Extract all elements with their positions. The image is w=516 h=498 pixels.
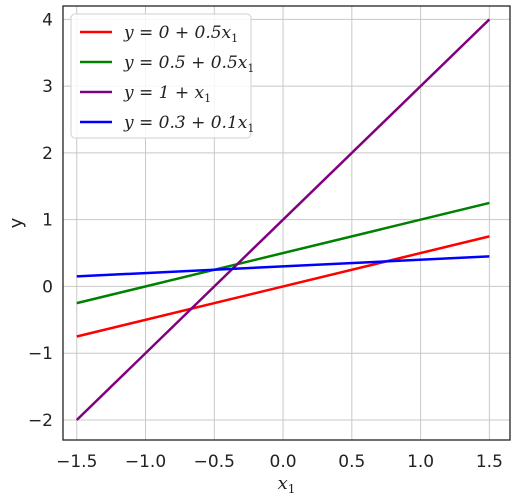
legend-box <box>70 13 252 139</box>
y-tick-label: −2 <box>28 411 53 431</box>
y-tick-label: 3 <box>42 77 53 97</box>
legend: y = 0 + 0.5x1 y = 0.5 + 0.5x1 y = 1 + x1 y … <box>70 13 254 139</box>
series-line-0 <box>76 235 490 338</box>
y-tick-label: 1 <box>42 211 53 231</box>
x-tick-label: −1.0 <box>125 452 166 472</box>
x-tick-label: −1.5 <box>56 452 97 472</box>
x-tick-label: −0.5 <box>194 452 235 472</box>
x-tick-label: 1.0 <box>407 452 434 472</box>
legend-label-0: y = 0 + 0.5x1 <box>123 23 238 45</box>
legend-label-3: y = 0.3 + 0.1x1 <box>123 113 254 135</box>
y-axis-label: y <box>6 217 27 228</box>
y-axis-ticks: −2 −1 0 1 2 3 4 <box>28 10 53 431</box>
y-tick-label: 4 <box>42 10 53 30</box>
y-tick-label: 0 <box>42 277 53 297</box>
series-lines <box>75 18 491 421</box>
legend-label-1: y = 0.5 + 0.5x1 <box>123 53 254 75</box>
y-tick-label: 2 <box>42 144 53 164</box>
x-axis-ticks: −1.5 −1.0 −0.5 0.0 0.5 1.0 1.5 <box>56 452 503 472</box>
y-tick-label: −1 <box>28 344 53 364</box>
series-line-3 <box>76 255 490 278</box>
series-line-1 <box>76 201 490 305</box>
x-tick-label: 0.0 <box>270 452 297 472</box>
x-axis-label: x1 <box>278 473 296 496</box>
x-tick-label: 0.5 <box>338 452 365 472</box>
series-line-2 <box>75 18 491 421</box>
plot-frame <box>62 5 511 441</box>
x-tick-label: 1.5 <box>476 452 503 472</box>
legend-label-2: y = 1 + x1 <box>123 83 211 105</box>
